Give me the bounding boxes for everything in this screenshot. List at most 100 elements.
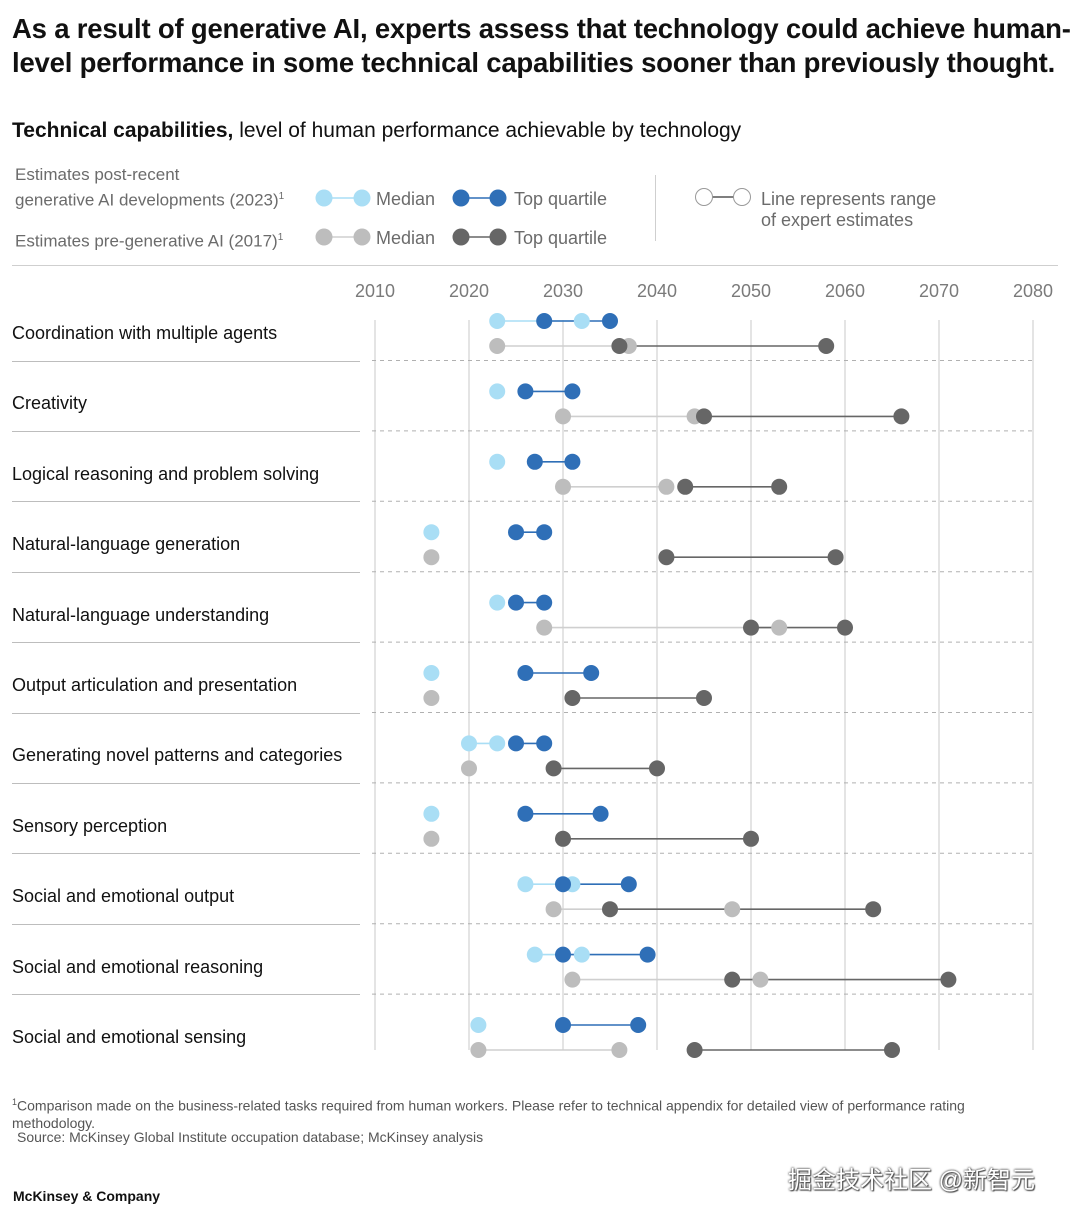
post-median-dot [573,946,590,963]
pre-top-dot [940,971,957,988]
post-top-dot [592,805,609,822]
pre-top-dot [696,690,712,706]
legend-pre-top-dot [489,228,507,246]
post-top-dot [526,453,543,470]
pre-median-dot [545,901,562,918]
footnote-mark: 1 [12,1097,18,1107]
post-top-dot [639,946,656,963]
pre-top-dot [743,830,759,847]
row-separator [12,712,360,714]
pre-top-dot [865,901,882,918]
legend-post-line1: Estimates post-recent [15,165,180,184]
post-top-dot [508,735,524,752]
post-median-dot [517,876,534,893]
legend-post-label: Estimates post-recent generative AI deve… [15,164,284,212]
row-label: Output articulation and presentation [12,675,298,695]
row-separator [12,571,360,573]
legend-range-dot [733,188,751,206]
pre-top-dot [884,1042,900,1058]
pre-top-dot [677,478,694,495]
post-top-dot [555,946,571,963]
post-median-dot [489,313,506,329]
pre-top-dot [893,408,910,425]
pre-median-dot [470,1042,487,1058]
pre-median-dot [536,619,553,636]
legend-pre-median-dot [315,228,333,246]
post-median-dot [470,1017,487,1033]
legend-post-top-dot [489,189,507,207]
pre-top-dot [724,971,741,988]
pre-median-dot [611,1042,628,1058]
subtitle-rest: level of human performance achievable by… [233,119,742,142]
legend-range-line1: Line represents range [761,189,937,209]
post-top-dot [564,453,581,470]
post-top-dot [517,665,534,681]
legend-pre-text: Estimates pre-generative AI (2017) [15,231,278,251]
post-top-dot [508,594,524,611]
post-top-dot [602,313,618,329]
legend-post-line2: generative AI developments (2023) [15,190,279,210]
row-separator [12,994,360,996]
row-label: Coordination with multiple agents [12,323,278,343]
post-top-dot [620,876,637,893]
x-tick-label: 2030 [543,281,583,301]
row-label: Creativity [12,393,88,414]
post-median-dot [423,665,440,681]
pre-top-dot [545,760,562,777]
post-top-dot [536,735,553,752]
legend-pre-top-label: Top quartile [514,228,608,248]
row-separator [12,782,360,784]
x-tick-label: 2060 [825,281,865,301]
row-label: Social and emotional output [12,886,235,907]
pre-median-dot [771,619,788,636]
post-top-dot [555,876,571,893]
header-rule [12,265,1058,266]
pre-median-dot [658,478,675,495]
pre-top-dot [555,830,571,847]
post-top-dot [536,313,553,329]
x-tick-label: 2010 [355,281,395,301]
post-top-dot [536,594,553,611]
post-median-dot [489,383,506,400]
pre-top-dot [658,549,675,566]
post-median-dot [489,735,506,752]
post-top-dot [630,1017,647,1033]
row-label: Sensory perception [12,815,168,836]
x-tick-label: 2050 [731,281,771,301]
row-separator [12,853,360,855]
post-top-dot [517,383,534,400]
pre-top-dot [696,408,712,425]
legend-divider [655,175,656,241]
legend-pre-top-dot [452,228,470,246]
legend-range-text: Line represents range of expert estimate… [761,189,936,231]
footnote: 1Comparison made on the business-related… [12,1094,1012,1132]
post-median-dot [423,524,440,541]
x-tick-label: 2020 [449,281,489,301]
pre-median-dot [724,901,741,918]
footnote-mark: 1 [278,191,285,202]
post-median-dot [573,313,590,329]
legend-range-line2: of expert estimates [761,210,914,230]
pre-top-dot [827,549,844,566]
pre-median-dot [423,830,440,847]
post-median-dot [423,805,440,822]
x-tick-label: 2080 [1013,281,1053,301]
legend-pre-label: Estimates pre-generative AI (2017)1 [15,227,283,253]
pre-median-dot [555,478,571,495]
post-top-dot [564,383,581,400]
post-top-dot [583,665,600,681]
row-label: Logical reasoning and problem solving [12,463,320,484]
legend-range-dot [695,188,713,206]
chart-subtitle: Technical capabilities, level of human p… [12,117,741,145]
x-tick-label: 2040 [637,281,677,301]
pre-top-dot [818,338,835,354]
row-separator [12,360,360,362]
row-label: Generating novel patterns and categories [12,745,343,766]
footnote-mark: 1 [277,232,284,243]
post-median-dot [526,946,543,963]
watermark: 掘金技术社区 @新智元 [788,1167,1036,1194]
pre-median-dot [489,338,506,354]
legend-post-median-dot [315,189,333,207]
pre-median-dot [555,408,571,425]
